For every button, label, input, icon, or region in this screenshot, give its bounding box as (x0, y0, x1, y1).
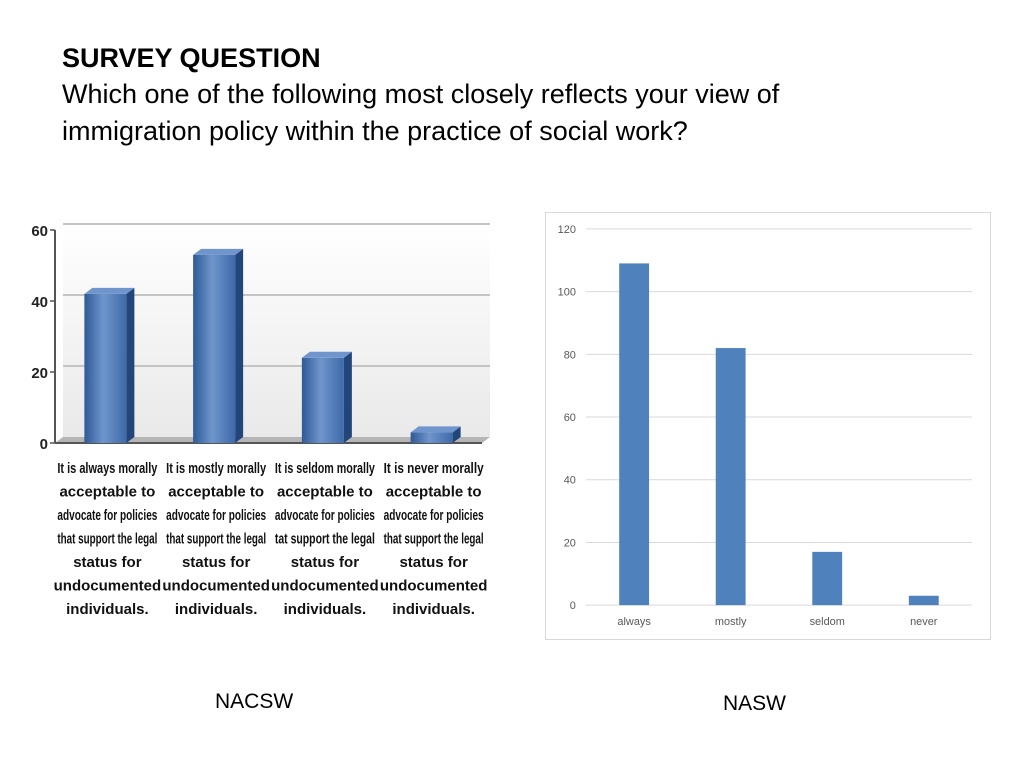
survey-label: SURVEY QUESTION (62, 43, 321, 73)
bar (193, 248, 244, 443)
x-category-label: It is mostly morally (166, 460, 266, 477)
x-category-label: seldom (810, 616, 845, 628)
y-tick-label: 60 (564, 412, 576, 424)
x-category-label: that support the legal (384, 531, 484, 548)
x-category-label: undocumented (162, 578, 270, 595)
x-category-label: undocumented (54, 578, 162, 595)
x-category-label: undocumented (380, 578, 488, 595)
x-category-label: advocate for policies (384, 507, 484, 524)
x-category-label: individuals. (66, 601, 149, 618)
x-category-label: individuals. (175, 601, 258, 618)
x-category-label: acceptable to (277, 484, 373, 501)
x-category-label: advocate for policies (275, 507, 375, 524)
x-category-label: status for (399, 554, 468, 571)
x-category-label: that support the legal (57, 531, 157, 548)
x-category-label: acceptable to (386, 484, 482, 501)
bar (84, 287, 135, 443)
y-tick-label: 100 (558, 287, 576, 299)
y-tick-label: 20 (31, 365, 48, 382)
x-category-label: advocate for policies (166, 507, 266, 524)
y-tick-label: 0 (570, 600, 576, 612)
x-category-label: individuals. (392, 601, 475, 618)
bar (619, 263, 650, 606)
bar (301, 351, 352, 443)
x-category-label: tat support the legal (275, 531, 375, 548)
y-tick-label: 20 (564, 537, 576, 549)
survey-heading: SURVEY QUESTION Which one of the followi… (62, 40, 962, 150)
x-category-label: advocate for policies (57, 507, 157, 524)
x-category-label: that support the legal (166, 531, 266, 548)
y-tick-label: 40 (31, 294, 48, 311)
x-category-label: acceptable to (59, 484, 155, 501)
x-category-label: It is seldom morally (275, 460, 375, 477)
nacsw-caption: NACSW (215, 690, 294, 713)
x-category-label: always (617, 616, 651, 628)
x-category-label: individuals. (284, 601, 367, 618)
y-tick-label: 120 (558, 224, 576, 236)
nasw-chart: 0 20 40 60 80 100 120 always mostly seldom never (545, 212, 991, 640)
survey-question-line-2: immigration policy within the practice o… (62, 116, 688, 146)
y-tick-label: 60 (31, 223, 48, 240)
x-category-label: status for (291, 554, 360, 571)
x-category-label: status for (73, 554, 142, 571)
x-category-label: mostly (715, 616, 747, 628)
bar (715, 348, 746, 606)
nacsw-chart: 0 20 40 60 It is always morally acceptable to… (31, 223, 490, 618)
bar (410, 426, 461, 443)
x-category-label: acceptable to (168, 484, 264, 501)
y-tick-label: 40 (564, 475, 576, 487)
nasw-caption: NASW (723, 692, 786, 715)
x-category-label: status for (182, 554, 251, 571)
chart-floor (55, 437, 490, 443)
survey-question-line-1: Which one of the following most closely … (62, 79, 780, 109)
x-category-label: It is never morally (384, 460, 485, 477)
x-category-label: undocumented (271, 578, 379, 595)
bar (812, 551, 843, 606)
y-tick-label: 80 (564, 349, 576, 361)
x-category-label: It is always morally (57, 460, 157, 477)
x-category-label: never (910, 616, 938, 628)
y-tick-label: 0 (40, 436, 48, 453)
bar (908, 595, 939, 606)
